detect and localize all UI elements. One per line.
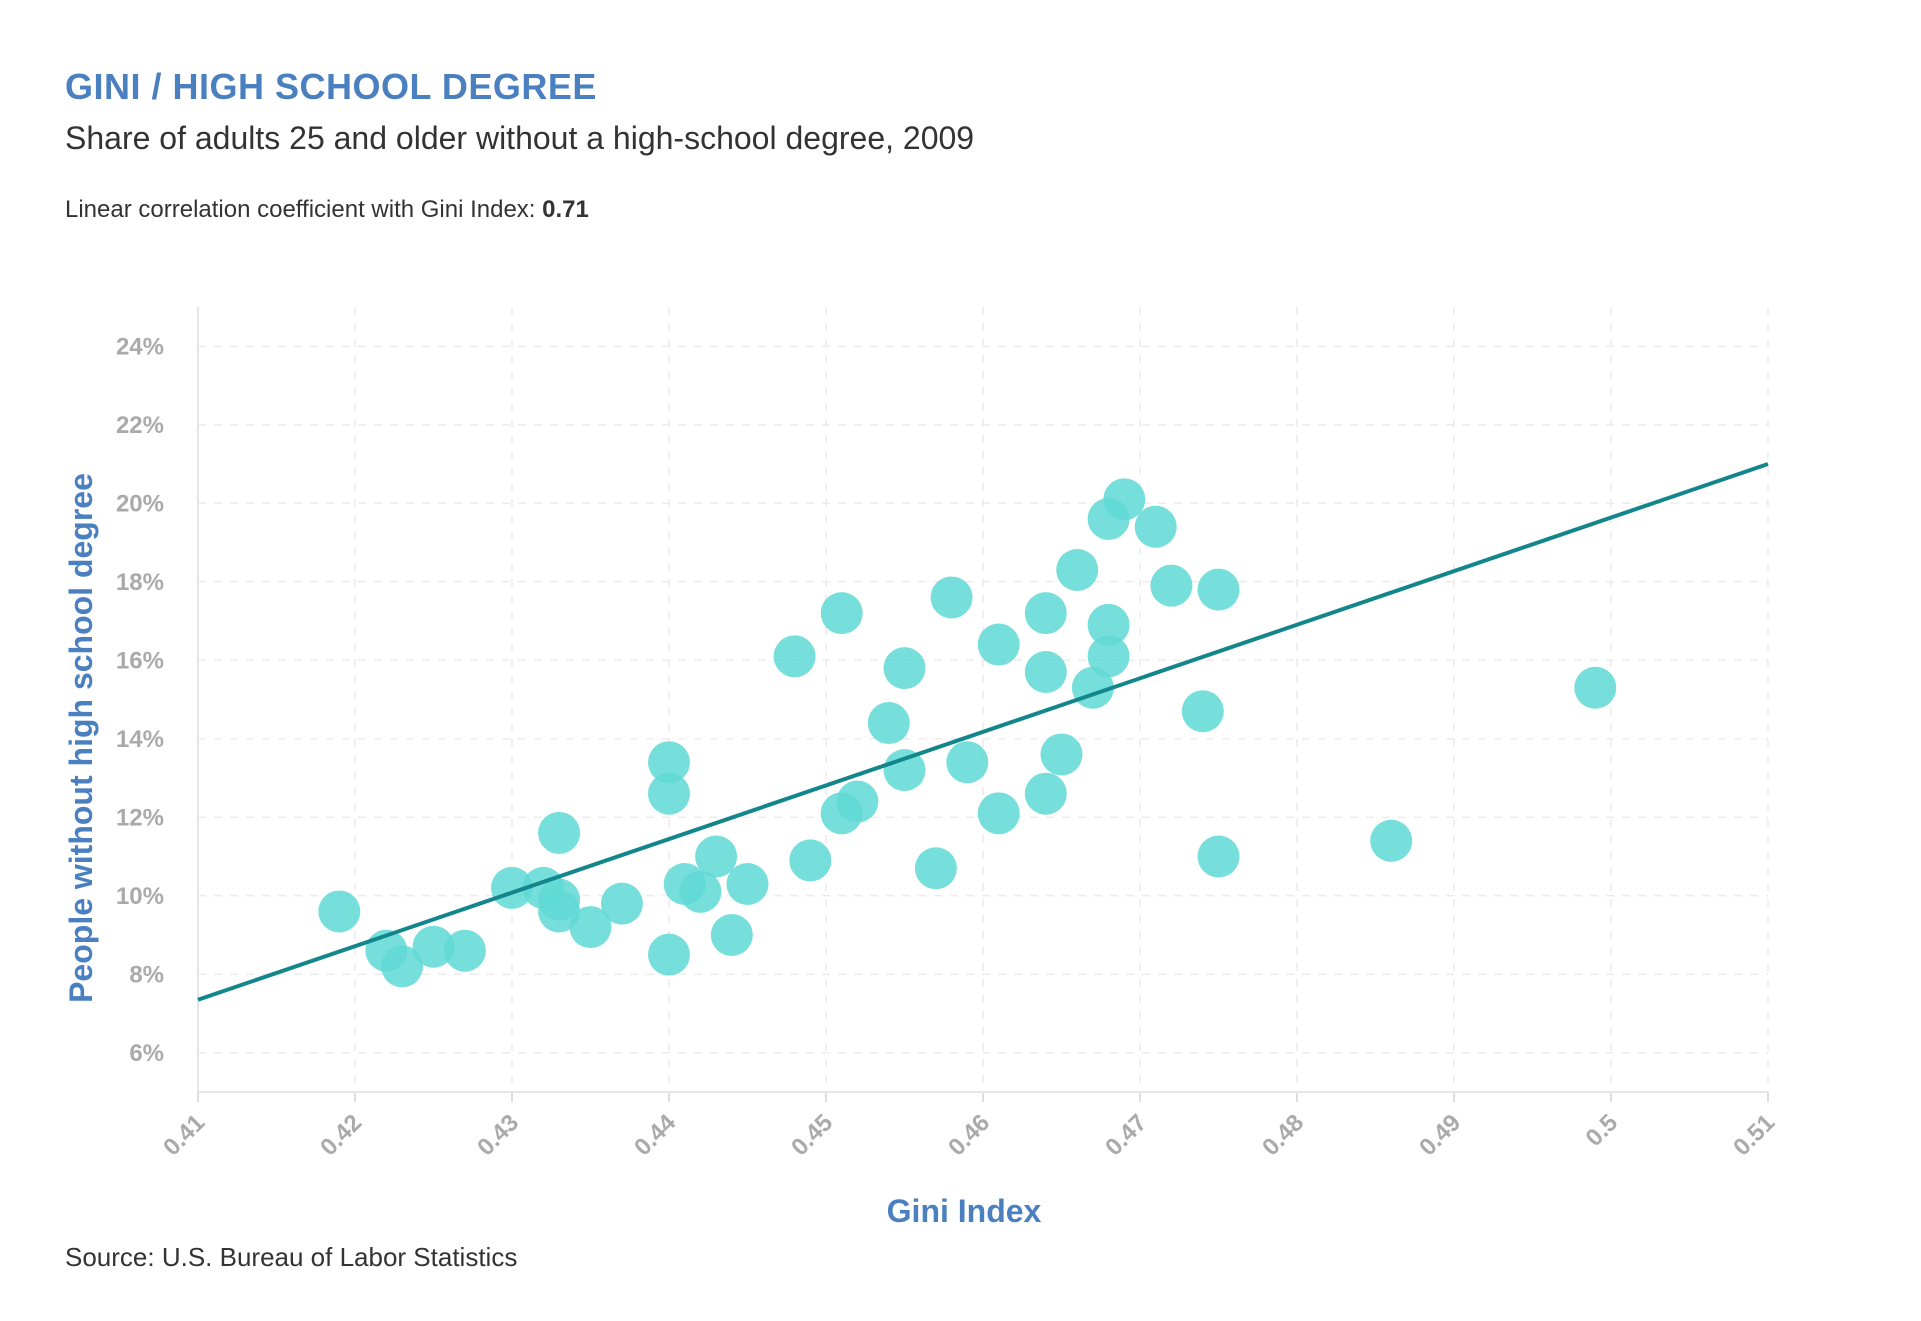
data-point: [648, 741, 690, 784]
data-point: [1197, 568, 1240, 611]
x-tick-label: 0.46: [943, 1109, 995, 1161]
correlation-note-label: Linear correlation coefficient with Gini…: [65, 196, 543, 223]
data-point: [883, 749, 926, 792]
data-point: [412, 925, 455, 968]
data-point: [1024, 592, 1067, 635]
data-point: [1134, 505, 1177, 548]
source-note: Source: U.S. Bureau of Labor Statistics: [65, 1242, 518, 1272]
grid: [197, 307, 1769, 1092]
chart-subtitle: Share of adults 25 and older without a h…: [65, 120, 975, 156]
data-point: [977, 623, 1020, 666]
x-tick-label: 0.44: [629, 1109, 682, 1162]
data-point: [1370, 819, 1413, 862]
data-point: [789, 839, 832, 882]
y-tick-label: 24%: [116, 333, 164, 360]
y-axis-title: People without high school degree: [63, 473, 99, 1003]
data-point: [318, 890, 361, 933]
data-point: [1024, 772, 1067, 815]
data-point: [1574, 666, 1617, 709]
data-point: [710, 914, 753, 956]
data-point: [914, 847, 957, 890]
x-tick-label: 0.47: [1100, 1109, 1152, 1161]
x-tick-label: 0.51: [1728, 1109, 1780, 1161]
x-axis-title: Gini Index: [887, 1193, 1042, 1229]
correlation-note: Linear correlation coefficient with Gini…: [65, 196, 589, 224]
data-point: [1056, 548, 1099, 591]
x-tick-label: 0.49: [1414, 1109, 1466, 1161]
data-point: [538, 811, 581, 854]
trend-line-group: [197, 462, 1769, 1002]
data-point: [726, 862, 769, 905]
data-point: [946, 741, 989, 784]
data-point: [1150, 564, 1193, 607]
data-point: [569, 906, 612, 949]
data-point: [773, 635, 816, 678]
data-point: [1024, 651, 1067, 694]
data-points: [318, 478, 1617, 988]
data-point: [538, 890, 581, 933]
data-point: [867, 702, 910, 745]
y-tick-label: 20%: [116, 490, 164, 517]
data-point: [1087, 603, 1130, 646]
y-tick-label: 14%: [116, 726, 164, 753]
x-tick-label: 0.45: [786, 1109, 838, 1161]
y-tick-label: 6%: [129, 1040, 164, 1067]
data-point: [820, 592, 863, 635]
data-point: [381, 945, 424, 988]
x-tick-label: 0.5: [1581, 1109, 1624, 1152]
data-point: [883, 647, 926, 690]
data-point: [491, 866, 533, 909]
data-point: [977, 792, 1020, 835]
data-point: [930, 576, 973, 619]
axes: 6% 8% 10% 12% 14% 16% 18% 20% 22% 24% 0.41 0.42 0.43…: [116, 307, 1780, 1161]
x-tick-label: 0.42: [315, 1109, 367, 1161]
y-tick-label: 10%: [116, 883, 164, 910]
data-point: [648, 933, 690, 976]
y-tick-label: 12%: [116, 804, 164, 831]
data-point: [679, 870, 722, 913]
x-tick-label: 0.41: [158, 1109, 210, 1161]
data-point: [600, 882, 643, 925]
data-point: [1181, 690, 1224, 733]
data-point: [695, 835, 738, 878]
correlation-value: 0.71: [542, 196, 589, 223]
data-point: [443, 929, 486, 972]
data-point: [836, 780, 879, 823]
y-tick-label: 22%: [116, 412, 164, 439]
chart-title: GINI / HIGH SCHOOL DEGREE: [65, 66, 597, 107]
y-tick-label: 8%: [129, 961, 164, 988]
data-point: [1103, 478, 1146, 521]
trend-line: [197, 462, 1769, 1002]
y-tick-label: 18%: [116, 569, 164, 596]
data-point: [1197, 835, 1240, 878]
x-tick-label: 0.43: [472, 1109, 524, 1161]
data-point: [648, 772, 690, 815]
x-tick-label: 0.48: [1257, 1109, 1309, 1161]
data-point: [1040, 733, 1083, 776]
data-point: [1087, 635, 1130, 678]
y-tick-label: 16%: [116, 647, 164, 674]
